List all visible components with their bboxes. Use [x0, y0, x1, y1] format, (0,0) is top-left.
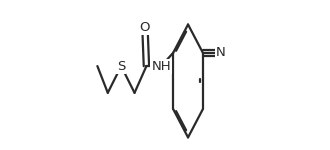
Text: O: O — [140, 21, 150, 34]
Text: S: S — [117, 60, 125, 73]
Text: NH: NH — [151, 60, 171, 73]
Text: N: N — [216, 46, 226, 59]
